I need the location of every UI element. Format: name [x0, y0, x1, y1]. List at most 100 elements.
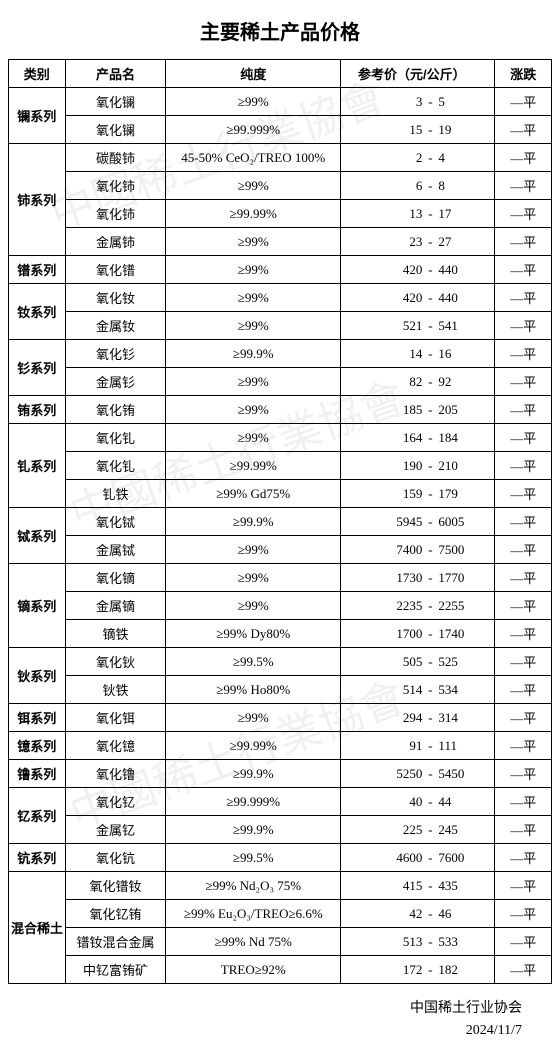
price-high: 46	[438, 906, 480, 922]
cell-product: 氧化钪	[65, 844, 166, 872]
cell-purity: ≥99%	[166, 88, 341, 116]
cell-product: 金属铽	[65, 536, 166, 564]
table-row: 金属钕≥99%521-541—平	[9, 312, 552, 340]
cell-category: 镱系列	[9, 732, 66, 760]
cell-purity: ≥99%	[166, 228, 341, 256]
cell-price: 82-92	[341, 368, 495, 396]
price-low: 225	[380, 822, 422, 838]
cell-trend: —平	[495, 88, 552, 116]
cell-price: 521-541	[341, 312, 495, 340]
cell-trend: —平	[495, 844, 552, 872]
cell-price: 5945-6005	[341, 508, 495, 536]
cell-price: 420-440	[341, 284, 495, 312]
cell-purity: ≥99%	[166, 368, 341, 396]
price-low: 190	[380, 458, 422, 474]
price-dash: -	[422, 962, 438, 978]
cell-product: 氧化钕	[65, 284, 166, 312]
table-row: 金属钇≥99.9%225-245—平	[9, 816, 552, 844]
cell-purity: ≥99%	[166, 396, 341, 424]
price-high: 435	[438, 878, 480, 894]
cell-category: 镥系列	[9, 760, 66, 788]
cell-purity: 45-50% CeO₂/TREO 100%	[166, 144, 341, 172]
table-row: 钬系列氧化钬≥99.5%505-525—平	[9, 648, 552, 676]
cell-price: 15-19	[341, 116, 495, 144]
cell-trend: —平	[495, 256, 552, 284]
cell-product: 镨钕混合金属	[65, 928, 166, 956]
price-low: 185	[380, 402, 422, 418]
price-dash: -	[422, 654, 438, 670]
cell-trend: —平	[495, 788, 552, 816]
price-low: 42	[380, 906, 422, 922]
price-low: 420	[380, 262, 422, 278]
cell-price: 420-440	[341, 256, 495, 284]
cell-trend: —平	[495, 340, 552, 368]
table-row: 中钇富铕矿TREO≥92%172-182—平	[9, 956, 552, 984]
table-row: 镱系列氧化镱≥99.99%91-111—平	[9, 732, 552, 760]
table-row: 氧化镧≥99.999%15-19—平	[9, 116, 552, 144]
cell-trend: —平	[495, 284, 552, 312]
price-dash: -	[422, 430, 438, 446]
price-high: 2255	[438, 598, 480, 614]
cell-purity: ≥99%	[166, 424, 341, 452]
price-high: 541	[438, 318, 480, 334]
cell-product: 氧化镨	[65, 256, 166, 284]
price-high: 179	[438, 486, 480, 502]
price-low: 40	[380, 794, 422, 810]
price-high: 7600	[438, 850, 480, 866]
cell-product: 金属钇	[65, 816, 166, 844]
cell-price: 1730-1770	[341, 564, 495, 592]
cell-product: 氧化镨钕	[65, 872, 166, 900]
cell-purity: ≥99%	[166, 704, 341, 732]
price-low: 82	[380, 374, 422, 390]
price-dash: -	[422, 794, 438, 810]
price-dash: -	[422, 906, 438, 922]
price-dash: -	[422, 710, 438, 726]
price-low: 294	[380, 710, 422, 726]
price-low: 513	[380, 934, 422, 950]
cell-purity: ≥99% Eu₂O₃/TREO≥6.6%	[166, 900, 341, 928]
cell-price: 505-525	[341, 648, 495, 676]
cell-product: 氧化钐	[65, 340, 166, 368]
price-dash: -	[422, 318, 438, 334]
price-low: 2235	[380, 598, 422, 614]
cell-category: 钆系列	[9, 424, 66, 508]
cell-price: 7400-7500	[341, 536, 495, 564]
cell-trend: —平	[495, 200, 552, 228]
cell-product: 氧化镥	[65, 760, 166, 788]
price-high: 1740	[438, 626, 480, 642]
price-high: 205	[438, 402, 480, 418]
price-low: 5945	[380, 514, 422, 530]
price-dash: -	[422, 878, 438, 894]
price-low: 514	[380, 682, 422, 698]
price-low: 420	[380, 290, 422, 306]
cell-purity: TREO≥92%	[166, 956, 341, 984]
cell-price: 415-435	[341, 872, 495, 900]
price-dash: -	[422, 206, 438, 222]
cell-product: 氧化镝	[65, 564, 166, 592]
price-low: 2	[380, 150, 422, 166]
cell-category: 铕系列	[9, 396, 66, 424]
price-dash: -	[422, 766, 438, 782]
price-dash: -	[422, 346, 438, 362]
price-dash: -	[422, 178, 438, 194]
cell-trend: —平	[495, 368, 552, 396]
price-high: 182	[438, 962, 480, 978]
price-dash: -	[422, 598, 438, 614]
price-dash: -	[422, 570, 438, 586]
price-low: 13	[380, 206, 422, 222]
cell-trend: —平	[495, 928, 552, 956]
price-high: 16	[438, 346, 480, 362]
cell-trend: —平	[495, 536, 552, 564]
cell-purity: ≥99%	[166, 312, 341, 340]
price-high: 1770	[438, 570, 480, 586]
cell-category: 混合稀土	[9, 872, 66, 984]
cell-trend: —平	[495, 900, 552, 928]
table-header-row: 类别 产品名 纯度 参考价（元/公斤） 涨跌	[9, 60, 552, 88]
price-dash: -	[422, 94, 438, 110]
cell-price: 14-16	[341, 340, 495, 368]
cell-category: 镝系列	[9, 564, 66, 648]
table-row: 镝系列氧化镝≥99%1730-1770—平	[9, 564, 552, 592]
table-row: 镨系列氧化镨≥99%420-440—平	[9, 256, 552, 284]
price-low: 1730	[380, 570, 422, 586]
price-dash: -	[422, 402, 438, 418]
